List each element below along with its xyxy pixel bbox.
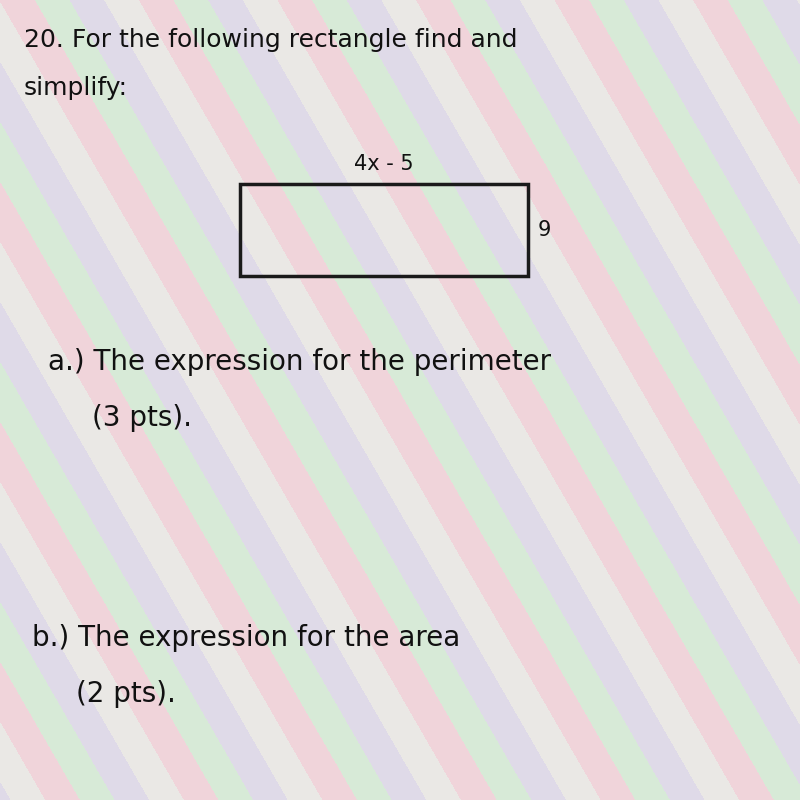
- Bar: [240, 184, 528, 276]
- Text: simplify:: simplify:: [24, 76, 128, 100]
- Text: a.) The expression for the perimeter: a.) The expression for the perimeter: [48, 348, 551, 376]
- Text: 4x - 5: 4x - 5: [354, 154, 414, 174]
- Text: 20. For the following rectangle find and: 20. For the following rectangle find and: [24, 28, 518, 52]
- Text: (3 pts).: (3 pts).: [92, 404, 192, 432]
- Text: (2 pts).: (2 pts).: [76, 680, 176, 708]
- Text: b.) The expression for the area: b.) The expression for the area: [32, 624, 460, 652]
- Text: 9: 9: [538, 220, 551, 240]
